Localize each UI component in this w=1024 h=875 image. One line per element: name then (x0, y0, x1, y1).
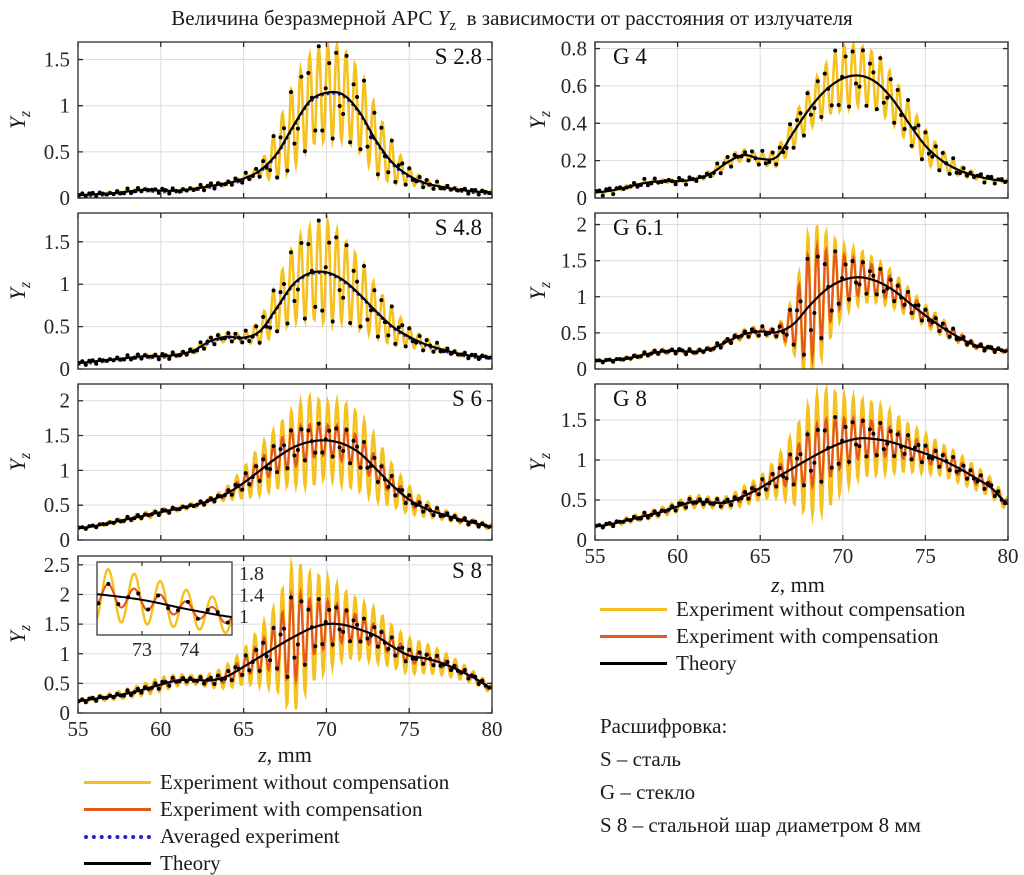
plot-s6: S 6 (20, 380, 508, 576)
plot-canvas-s28 (20, 38, 508, 234)
legend-swatch-blue-dotted-line (84, 834, 151, 839)
y-axis-label-g4: Yz (524, 110, 555, 130)
plot-label-s6: S 6 (451, 386, 482, 411)
x-axis-label-right: z, mm (771, 572, 825, 597)
legend-right: Experiment without compensation Experime… (600, 596, 965, 677)
y-axis-label-s48: Yz (4, 281, 35, 301)
legend-label: Experiment without compensation (160, 770, 450, 794)
y-axis-label-g8: Yz (524, 452, 555, 472)
legend-swatch-orange-line (600, 635, 667, 638)
legend-item: Experiment with compensation (600, 623, 965, 650)
legend-item: Experiment without compensation (84, 769, 449, 796)
plot-canvas-s8 (20, 552, 508, 749)
y-axis-label-s6: Yz (4, 452, 35, 472)
plot-label-s8: S 8 (451, 558, 482, 583)
legend-swatch-yellow-line (600, 608, 667, 611)
y-axis-label-s8: Yz (4, 624, 35, 644)
plot-s48: S 4.8 (20, 209, 508, 405)
plot-canvas-s6 (20, 380, 508, 576)
legend-item: Averaged experiment (84, 823, 449, 850)
plot-label-s48: S 4.8 (434, 215, 482, 240)
legend-label: Experiment without compensation (676, 597, 966, 621)
legend-label: Averaged experiment (160, 824, 340, 848)
y-axis-label-g61: Yz (524, 281, 555, 301)
legend-swatch-black-line (84, 862, 151, 865)
legend-swatch-orange-line (84, 808, 151, 811)
plot-label-s28: S 2.8 (434, 44, 482, 69)
legend-label: Theory (160, 851, 221, 875)
legend-label: Theory (676, 651, 737, 675)
plot-s8: S 8 (20, 552, 508, 749)
plot-label-g61: G 6.1 (613, 215, 665, 240)
y-axis-label-s28: Yz (4, 110, 35, 130)
decode-line-steel: S – сталь (600, 747, 681, 771)
decode-line-s8: S 8 – стальной шар диаметром 8 мм (600, 813, 921, 837)
legend-item: Experiment without compensation (600, 596, 965, 623)
plot-s28: S 2.8 (20, 38, 508, 234)
plot-g61: G 6.1 (537, 209, 1024, 405)
legend-label: Experiment with compensation (676, 624, 939, 648)
x-axis-label-left: z, mm (258, 742, 312, 767)
plot-g8: G 8 (537, 380, 1024, 576)
plot-canvas-s48 (20, 209, 508, 405)
plot-canvas-g4 (537, 38, 1024, 234)
legend-item: Experiment with compensation (84, 796, 449, 823)
plot-canvas-g8 (537, 380, 1024, 576)
legend-left: Experiment without compensation Experime… (84, 769, 449, 875)
legend-item: Theory (600, 650, 965, 677)
plot-g4: G 4 (537, 38, 1024, 234)
legend-swatch-black-line (600, 662, 667, 665)
legend-item: Theory (84, 850, 449, 875)
decode-line-glass: G – стекло (600, 780, 696, 804)
legend-label: Experiment with compensation (160, 797, 423, 821)
plot-label-g4: G 4 (613, 44, 647, 69)
legend-swatch-yellow-line (84, 781, 151, 784)
plot-canvas-g61 (537, 209, 1024, 405)
plot-label-g8: G 8 (613, 386, 647, 411)
decode-title: Расшифровка: (600, 714, 728, 738)
figure-title: Величина безразмерной АРС Yz в зависимос… (171, 6, 853, 35)
decode-block: Расшифровка: S – сталь G – стекло S 8 – … (600, 710, 921, 842)
